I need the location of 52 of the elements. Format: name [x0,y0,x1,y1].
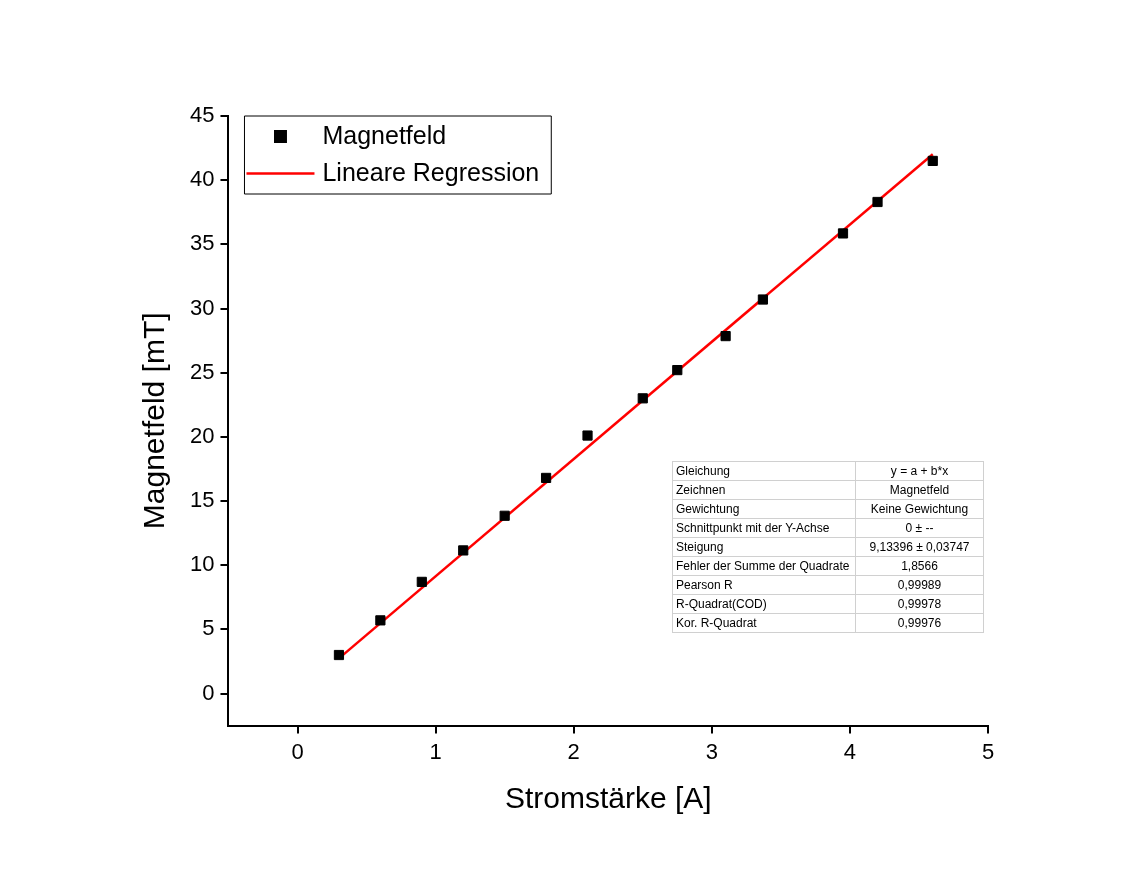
point [672,365,683,376]
annotation: Zeichnen [672,480,856,500]
y-tick-label: 5 [202,615,215,641]
point [541,472,552,484]
y-tick-label: 0 [202,679,215,705]
point [582,430,593,441]
annotation: Magnetfeld [855,480,984,500]
legend-label: Magnetfeld [322,121,447,150]
annotation: 1,8566 [855,556,984,576]
y-tick-label: 10 [189,551,215,577]
annotation: Gleichung [672,461,856,481]
annotation: y = a + b*x [855,461,984,481]
point [720,331,731,342]
legend-label: Lineare Regression [322,158,540,187]
annotation: 0 ± -- [855,518,984,538]
point [837,228,849,239]
x-axis-title: Stromstärke [A] [504,781,712,815]
point [757,294,768,305]
point [458,545,469,556]
y-tick-label: 45 [189,102,215,128]
annotation: Steigung [672,537,856,557]
annotation: Gewichtung [672,499,856,519]
x-tick-label: 1 [429,738,442,764]
point [872,196,883,208]
x-tick-label: 2 [567,738,580,764]
annotation: R-Quadrat(COD) [672,594,856,614]
point [927,155,938,167]
x-tick-label: 5 [981,738,995,764]
point [375,615,386,626]
annotation: 0,99978 [855,594,984,614]
y-tick-label: 15 [189,487,215,513]
y-tick-label: 35 [189,230,215,256]
annotation: Fehler der Summe der Quadrate [672,556,856,576]
point [499,510,510,521]
point [416,576,427,587]
point [637,393,648,404]
point [333,649,345,661]
annotation: 0,99976 [855,613,984,633]
annotation: 0,99989 [855,575,984,595]
annotation: Pearson R [672,575,856,595]
annotation: Schnittpunkt mit der Y-Achse [672,518,856,538]
x-tick-label: 3 [705,738,718,764]
y-tick-label: 40 [189,166,215,192]
x-tick-label: 4 [843,738,857,764]
annotation: 9,13396 ± 0,03747 [855,537,984,557]
y-tick-label: 30 [189,294,215,320]
y-tick-label: 25 [189,358,215,384]
annotation: Keine Gewichtung [855,499,984,519]
x-tick-label: 0 [291,738,304,764]
annotation: Kor. R-Quadrat [672,613,856,633]
y-tick-label: 20 [189,422,215,448]
y-axis-title: Magnetfeld [mT] [137,312,171,530]
